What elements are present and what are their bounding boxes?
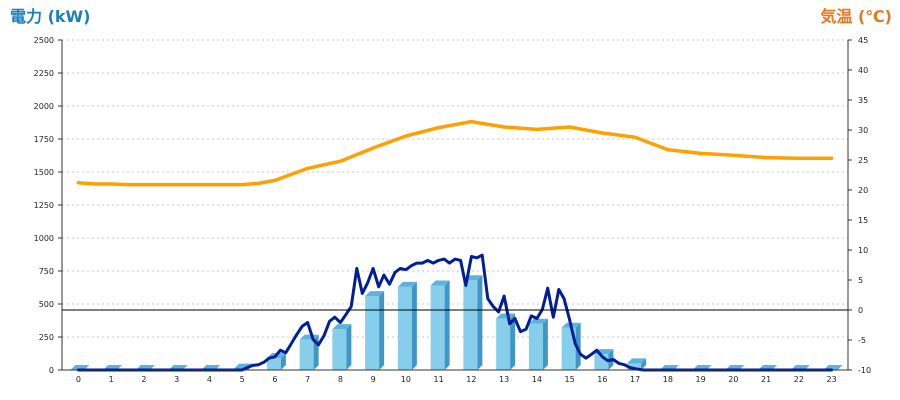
bar-side	[280, 353, 286, 370]
x-tick-label: 16	[597, 375, 607, 384]
bar	[430, 280, 450, 370]
chart-grid	[62, 39, 848, 338]
right-axis-title: 気温 (℃)	[820, 7, 892, 26]
bar	[528, 318, 548, 370]
x-tick-label: 17	[630, 375, 640, 384]
series-lines	[76, 119, 834, 372]
bar-front	[299, 339, 314, 370]
left-tick-label: 1500	[34, 168, 54, 177]
x-tick-label: 4	[207, 375, 212, 384]
bar	[496, 313, 516, 370]
right-tick-label: 45	[858, 36, 868, 45]
bar	[627, 358, 647, 370]
right-tick-label: 40	[858, 66, 868, 75]
left-tick-label: 2500	[34, 36, 54, 45]
x-tick-label: 7	[305, 375, 310, 384]
x-tick-label: 11	[434, 375, 444, 384]
left-tick-label: 500	[39, 300, 54, 309]
bar-top	[496, 313, 516, 319]
right-tick-label: 20	[858, 186, 868, 195]
bar-top	[332, 324, 352, 330]
right-tick-label: 10	[858, 246, 868, 255]
bar	[299, 334, 319, 370]
x-tick-label: 8	[338, 375, 343, 384]
x-tick-label: 9	[371, 375, 376, 384]
bar-front	[561, 327, 576, 370]
right-tick-label: 30	[858, 126, 868, 135]
bar-top	[397, 281, 417, 287]
bar-front	[266, 358, 281, 370]
left-tick-label: 1000	[34, 234, 54, 243]
x-tick-label: 5	[240, 375, 245, 384]
power-bars	[70, 275, 843, 370]
x-tick-label: 20	[728, 375, 738, 384]
left-tick-label: 2250	[34, 69, 54, 78]
x-tick-label: 12	[466, 375, 476, 384]
right-tick-label: 5	[858, 276, 863, 285]
right-tick-label: -10	[858, 366, 871, 375]
bar-front	[627, 363, 642, 370]
bar-side	[477, 275, 483, 370]
bar-front	[496, 318, 511, 370]
x-tick-label: 15	[565, 375, 575, 384]
x-tick-label: 2	[141, 375, 146, 384]
bar-front	[397, 286, 412, 370]
x-tick-label: 18	[663, 375, 673, 384]
bar	[463, 275, 483, 370]
bar	[561, 322, 581, 370]
bar-side	[379, 291, 385, 370]
right-tick-label: 25	[858, 156, 868, 165]
x-tick-label: 10	[401, 375, 411, 384]
x-tick-label: 22	[794, 375, 804, 384]
right-tick-label: -5	[858, 336, 866, 345]
x-tick-label: 14	[532, 375, 542, 384]
chart-axes: 02505007501000125015001750200022502500-1…	[34, 36, 871, 384]
x-tick-label: 21	[761, 375, 771, 384]
bar-top	[365, 291, 385, 297]
bar-side	[510, 313, 516, 370]
bar-front	[332, 329, 347, 370]
left-tick-label: 2000	[34, 102, 54, 111]
bar-side	[641, 358, 647, 370]
power-line	[76, 253, 834, 372]
x-tick-label: 6	[272, 375, 277, 384]
bar-front	[463, 280, 478, 370]
left-tick-label: 0	[49, 366, 54, 375]
left-tick-label: 1750	[34, 135, 54, 144]
x-tick-label: 13	[499, 375, 509, 384]
bar-side	[444, 280, 450, 370]
x-tick-label: 19	[696, 375, 706, 384]
bar-top	[528, 318, 548, 324]
x-tick-label: 0	[76, 375, 81, 384]
right-tick-label: 35	[858, 96, 868, 105]
bar-top	[627, 358, 647, 364]
bar-top	[430, 280, 450, 286]
bar	[397, 281, 417, 370]
right-tick-label: 0	[858, 306, 863, 315]
bar	[365, 291, 385, 370]
temperature-line	[76, 119, 834, 187]
bar-front	[430, 285, 445, 370]
bar-side	[542, 318, 548, 370]
bar-side	[346, 324, 352, 370]
left-axis-title: 電力 (kW)	[10, 7, 91, 26]
left-tick-label: 1250	[34, 201, 54, 210]
bar-front	[528, 323, 543, 370]
bar-front	[365, 296, 380, 370]
x-tick-label: 3	[174, 375, 179, 384]
x-tick-label: 23	[827, 375, 837, 384]
right-tick-label: 15	[858, 216, 868, 225]
left-tick-label: 250	[39, 333, 54, 342]
bar-side	[411, 281, 417, 370]
bar	[332, 324, 352, 370]
left-tick-label: 750	[39, 267, 54, 276]
x-tick-label: 1	[109, 375, 114, 384]
